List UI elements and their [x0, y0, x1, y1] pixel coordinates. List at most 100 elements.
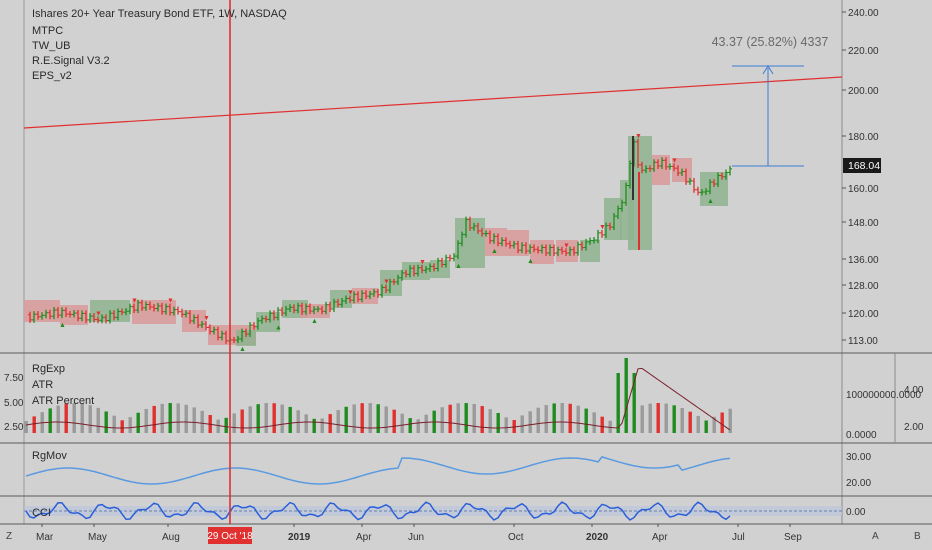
volume-bar — [688, 411, 692, 433]
price-tick-label: 220.00 — [848, 46, 879, 57]
rg-right-tick: 0.0000 — [846, 430, 877, 441]
timezone-button[interactable]: Z — [6, 531, 12, 542]
volume-bar — [344, 406, 348, 433]
cci-tick: 0.00 — [846, 507, 866, 518]
volume-bar — [96, 407, 100, 433]
rg-right2-tick: 4.00 — [904, 385, 924, 396]
mov-tick: 20.00 — [846, 478, 871, 489]
volume-bar — [272, 403, 276, 433]
price-badge — [843, 158, 881, 173]
volume-bar — [392, 409, 396, 433]
volume-bar — [256, 404, 260, 433]
volume-bar — [552, 403, 556, 433]
sell-signal-icon: ▼ — [419, 259, 426, 266]
time-highlight-badge — [208, 527, 252, 544]
volume-bar — [120, 420, 124, 433]
price-axis[interactable]: 240.00 220.00 200.00 180.00 160.00 148.00 136.… — [842, 8, 879, 347]
auto-scale-button[interactable]: A — [872, 531, 879, 542]
price-pane[interactable]: ▲ ▼ ▼ ▼ ▼ ▲ ▲ ▲ ▼ ▼ ▼ ▲ ▲ ▲ ▼ ▼ ▼ ▼ ▲ — [24, 133, 732, 353]
legend-atr[interactable]: ATR — [32, 379, 53, 391]
volume-bar — [424, 414, 428, 433]
volume-bar — [176, 403, 180, 433]
volume-bar — [32, 416, 36, 433]
legend-cci[interactable]: CCI — [32, 507, 51, 519]
volume-bar — [720, 412, 724, 433]
volume-bar — [480, 406, 484, 433]
measure-label: 43.37 (25.82%) 4337 — [712, 35, 829, 49]
legend-rgexp[interactable]: RgExp — [32, 363, 65, 375]
sell-signal-icon: ▼ — [599, 224, 606, 231]
time-tick-label: 2020 — [586, 532, 609, 543]
volume-bar — [136, 412, 140, 433]
volume-bar — [72, 403, 76, 433]
volume-bar — [440, 407, 444, 433]
time-tick-label: Jul — [732, 532, 745, 543]
rg-left-tick: 5.00 — [4, 398, 24, 409]
mov-tick: 30.00 — [846, 452, 871, 463]
volume-bar — [656, 403, 660, 433]
price-tick-label: 200.00 — [848, 86, 879, 97]
volume-bar — [192, 407, 196, 433]
time-tick-label: Jun — [408, 532, 424, 543]
indicator-mtpc[interactable]: MTPC — [32, 25, 63, 37]
price-badge-text: 168.04 — [848, 160, 880, 172]
time-tick-label: Aug — [162, 532, 180, 543]
sell-signal-icon: ▼ — [167, 298, 174, 305]
signal-box — [430, 260, 450, 278]
rg-left-tick: 7.50 — [4, 373, 24, 384]
signal-box — [700, 172, 728, 206]
time-tick-label: May — [88, 532, 107, 543]
price-tick-label: 128.00 — [848, 281, 879, 292]
signal-box — [652, 155, 670, 185]
volume-bar — [48, 408, 52, 433]
cci-pane[interactable] — [24, 501, 842, 521]
volume-bar — [24, 421, 28, 433]
volume-bar — [168, 403, 172, 433]
buy-signal-icon: ▲ — [239, 346, 246, 353]
cci-band — [24, 506, 842, 516]
volume-bar — [128, 417, 132, 433]
legend-atr-percent[interactable]: ATR Percent — [32, 395, 94, 407]
sell-signal-icon: ▼ — [131, 298, 138, 305]
rg-left-tick: 2.50 — [4, 422, 24, 433]
time-axis[interactable]: Mar May Aug 2019 Apr Jun Oct 2020 Apr Jul Sep — [36, 524, 802, 543]
volume-bar — [664, 403, 668, 433]
volume-bar — [384, 406, 388, 433]
volume-bar — [216, 419, 220, 433]
time-highlight-label: 29 Oct '18 — [207, 531, 253, 542]
legend-rgmov[interactable]: RgMov — [32, 450, 67, 462]
volume-bar — [680, 408, 684, 433]
volume-bar — [408, 418, 412, 433]
volume-bar — [472, 403, 476, 433]
measure-tool[interactable] — [732, 65, 804, 167]
buy-signal-icon: ▲ — [59, 322, 66, 329]
indicator-tw-ub[interactable]: TW_UB — [32, 40, 71, 52]
indicator-eps[interactable]: EPS_v2 — [32, 70, 72, 82]
sell-signal-icon: ▼ — [347, 289, 354, 296]
volume-bar — [456, 403, 460, 433]
volume-bar — [104, 411, 108, 433]
volume-bar — [632, 373, 636, 433]
indicator-re-signal[interactable]: R.E.Signal V3.2 — [32, 55, 110, 67]
sell-signal-icon: ▼ — [671, 157, 678, 164]
volume-bar — [144, 408, 148, 433]
volume-bar — [544, 405, 548, 433]
signal-box — [402, 262, 430, 280]
volume-bar — [704, 420, 708, 433]
volume-bar — [576, 405, 580, 433]
rgexp-pane[interactable] — [24, 358, 732, 433]
volume-bar — [232, 413, 236, 433]
volume-bar — [400, 413, 404, 433]
rgmov-pane[interactable] — [25, 456, 731, 485]
volume-bar — [448, 404, 452, 433]
scale-b-button[interactable]: B — [914, 531, 921, 542]
volume-bar — [616, 373, 620, 433]
price-tick-label: 148.00 — [848, 218, 879, 229]
volume-bar — [64, 403, 68, 433]
trend-line[interactable] — [23, 76, 843, 129]
volume-bar — [368, 403, 372, 433]
rg-right2-tick: 2.00 — [904, 422, 924, 433]
volume-bar — [88, 405, 92, 433]
